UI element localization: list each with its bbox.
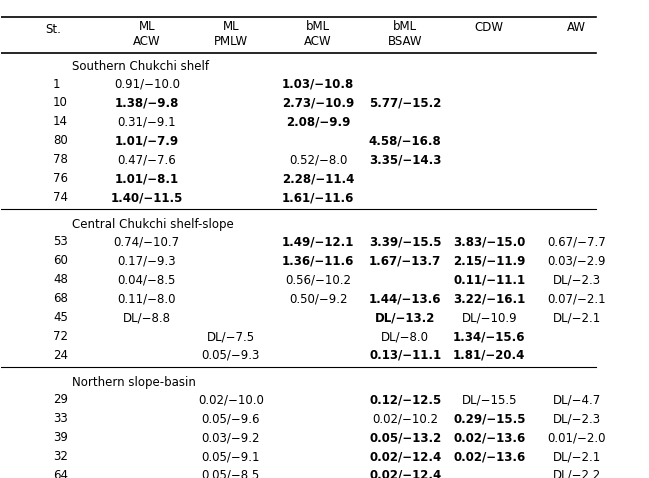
Text: 45: 45 [53,311,68,324]
Text: 2.15/−11.9: 2.15/−11.9 [453,254,526,267]
Text: 0.56/−10.2: 0.56/−10.2 [285,273,351,286]
Text: 39: 39 [53,431,68,444]
Text: 0.02/−13.6: 0.02/−13.6 [453,431,526,444]
Text: 0.74/−10.7: 0.74/−10.7 [114,235,180,249]
Text: 0.05/−9.1: 0.05/−9.1 [202,450,260,463]
Text: 0.05/−13.2: 0.05/−13.2 [369,431,441,444]
Text: 0.02/−10.2: 0.02/−10.2 [373,412,438,425]
Text: 0.07/−2.1: 0.07/−2.1 [547,292,606,305]
Text: DL/−2.2: DL/−2.2 [552,469,601,478]
Text: 0.91/−10.0: 0.91/−10.0 [114,77,180,90]
Text: 1.01/−7.9: 1.01/−7.9 [115,134,179,147]
Text: 0.02/−12.4: 0.02/−12.4 [369,469,441,478]
Text: 0.29/−15.5: 0.29/−15.5 [453,412,526,425]
Text: 78: 78 [53,153,68,166]
Text: 1.03/−10.8: 1.03/−10.8 [282,77,354,90]
Text: DL/−8.0: DL/−8.0 [381,330,429,343]
Text: Central Chukchi shelf-slope: Central Chukchi shelf-slope [73,218,234,231]
Text: 3.35/−14.3: 3.35/−14.3 [369,153,441,166]
Text: 3.22/−16.1: 3.22/−16.1 [453,292,526,305]
Text: 0.17/−9.3: 0.17/−9.3 [117,254,176,267]
Text: 0.03/−9.2: 0.03/−9.2 [202,431,260,444]
Text: 60: 60 [53,254,68,267]
Text: DL/−8.8: DL/−8.8 [123,311,171,324]
Text: DL/−13.2: DL/−13.2 [375,311,435,324]
Text: 1.36/−11.6: 1.36/−11.6 [282,254,354,267]
Text: ML: ML [223,21,239,33]
Text: 48: 48 [53,273,68,286]
Text: 2.73/−10.9: 2.73/−10.9 [282,97,354,109]
Text: 0.05/−8.5: 0.05/−8.5 [202,469,260,478]
Text: Southern Chukchi shelf: Southern Chukchi shelf [73,60,210,73]
Text: 0.67/−7.7: 0.67/−7.7 [547,235,606,249]
Text: 0.31/−9.1: 0.31/−9.1 [117,115,176,129]
Text: 0.50/−9.2: 0.50/−9.2 [289,292,347,305]
Text: AW: AW [567,21,586,33]
Text: 53: 53 [53,235,68,249]
Text: 0.03/−2.9: 0.03/−2.9 [547,254,606,267]
Text: 1.01/−8.1: 1.01/−8.1 [115,172,179,185]
Text: 3.83/−15.0: 3.83/−15.0 [453,235,526,249]
Text: 0.11/−8.0: 0.11/−8.0 [117,292,176,305]
Text: DL/−2.3: DL/−2.3 [552,273,600,286]
Text: 5.77/−15.2: 5.77/−15.2 [369,97,441,109]
Text: 0.52/−8.0: 0.52/−8.0 [289,153,347,166]
Text: DL/−10.9: DL/−10.9 [461,311,517,324]
Text: DL/−4.7: DL/−4.7 [552,393,601,406]
Text: 33: 33 [53,412,68,425]
Text: 1.34/−15.6: 1.34/−15.6 [453,330,526,343]
Text: 29: 29 [53,393,68,406]
Text: St.: St. [45,23,61,36]
Text: 0.05/−9.3: 0.05/−9.3 [202,349,260,362]
Text: 10: 10 [53,97,68,109]
Text: 0.04/−8.5: 0.04/−8.5 [117,273,176,286]
Text: bML: bML [393,21,417,33]
Text: ML: ML [138,21,155,33]
Text: 72: 72 [53,330,68,343]
Text: 1.40/−11.5: 1.40/−11.5 [110,191,183,204]
Text: 1.49/−12.1: 1.49/−12.1 [282,235,354,249]
Text: 80: 80 [53,134,68,147]
Text: 1.61/−11.6: 1.61/−11.6 [282,191,354,204]
Text: 14: 14 [53,115,68,129]
Text: 4.58/−16.8: 4.58/−16.8 [369,134,442,147]
Text: DL/−15.5: DL/−15.5 [461,393,517,406]
Text: 0.13/−11.1: 0.13/−11.1 [369,349,441,362]
Text: bML: bML [306,21,330,33]
Text: PMLW: PMLW [214,35,248,48]
Text: Northern slope-basin: Northern slope-basin [73,376,197,389]
Text: DL/−2.3: DL/−2.3 [552,412,600,425]
Text: 76: 76 [53,172,68,185]
Text: 1: 1 [53,77,60,90]
Text: 3.39/−15.5: 3.39/−15.5 [369,235,441,249]
Text: 0.47/−7.6: 0.47/−7.6 [117,153,176,166]
Text: 2.28/−11.4: 2.28/−11.4 [282,172,354,185]
Text: DL/−7.5: DL/−7.5 [207,330,255,343]
Text: 68: 68 [53,292,68,305]
Text: CDW: CDW [475,21,504,33]
Text: 0.01/−2.0: 0.01/−2.0 [547,431,606,444]
Text: 0.02/−13.6: 0.02/−13.6 [453,450,526,463]
Text: 0.02/−10.0: 0.02/−10.0 [198,393,263,406]
Text: 24: 24 [53,349,68,362]
Text: 32: 32 [53,450,68,463]
Text: 1.38/−9.8: 1.38/−9.8 [115,97,179,109]
Text: 1.67/−13.7: 1.67/−13.7 [369,254,441,267]
Text: 2.08/−9.9: 2.08/−9.9 [286,115,350,129]
Text: ACW: ACW [304,35,332,48]
Text: 74: 74 [53,191,68,204]
Text: 0.11/−11.1: 0.11/−11.1 [453,273,525,286]
Text: DL/−2.1: DL/−2.1 [552,311,601,324]
Text: 0.05/−9.6: 0.05/−9.6 [202,412,260,425]
Text: DL/−2.1: DL/−2.1 [552,450,601,463]
Text: 0.12/−12.5: 0.12/−12.5 [369,393,441,406]
Text: BSAW: BSAW [388,35,422,48]
Text: 64: 64 [53,469,68,478]
Text: 0.02/−12.4: 0.02/−12.4 [369,450,441,463]
Text: 1.44/−13.6: 1.44/−13.6 [369,292,441,305]
Text: ACW: ACW [133,35,160,48]
Text: 1.81/−20.4: 1.81/−20.4 [453,349,526,362]
